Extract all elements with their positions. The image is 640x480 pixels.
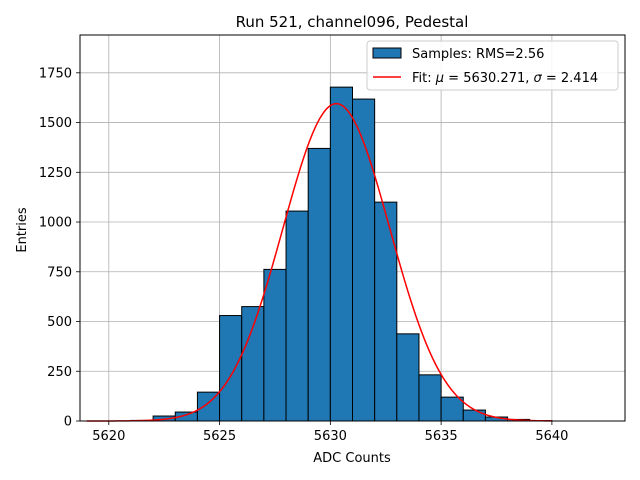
legend-fit-mu-symbol: μ: [435, 71, 444, 86]
histogram-bar: [329, 86, 353, 422]
chart-title: Run 521, channel096, Pedestal: [236, 13, 469, 31]
histogram-bar: [219, 315, 243, 422]
legend: Samples: RMS=2.56 Fit: μ = 5630.271, σ =…: [366, 40, 619, 91]
histogram-bar: [374, 201, 398, 422]
histogram-bar: [396, 333, 420, 422]
histogram-bar: [307, 147, 331, 422]
y-axis-ticks: 0 250 500 750 1000 1250 1500 1750: [39, 66, 80, 430]
legend-fit-sigma-symbol: σ: [534, 71, 543, 86]
fit-curve-group: [86, 102, 552, 422]
legend-histogram-swatch: [372, 47, 402, 59]
x-tick-label: 5635: [425, 429, 458, 444]
legend-fit-sigma-value: = 2.414: [542, 71, 598, 86]
y-tick-label: 750: [47, 265, 72, 280]
histogram-bar: [241, 306, 265, 422]
histogram-bar: [352, 98, 376, 422]
histogram-bar: [462, 409, 486, 422]
y-tick-label: 1750: [39, 66, 72, 81]
x-axis-ticks: 5620 5625 5630 5635 5640: [92, 421, 568, 444]
x-tick-label: 5640: [535, 429, 568, 444]
plot-frame: [79, 34, 626, 422]
x-axis-label: ADC Counts: [313, 451, 391, 466]
histogram-bar: [440, 396, 464, 422]
y-tick-label: 1500: [39, 116, 72, 131]
histogram-bar: [285, 210, 309, 422]
histogram-bar: [418, 374, 442, 422]
y-tick-label: 1250: [39, 166, 72, 181]
y-axis-label: Entries: [15, 207, 30, 253]
x-tick-label: 5625: [203, 429, 236, 444]
y-tick-label: 500: [47, 315, 72, 330]
legend-fit-label: Fit: μ = 5630.271, σ = 2.414: [412, 71, 598, 86]
x-tick-label: 5630: [314, 429, 347, 444]
histogram-bar: [263, 268, 287, 422]
legend-fit-mu-value: = 5630.271,: [444, 71, 533, 86]
y-tick-label: 250: [47, 365, 72, 380]
legend-histogram-label: Samples: RMS=2.56: [412, 47, 544, 62]
y-tick-label: 1000: [39, 216, 72, 231]
legend-fit-prefix: Fit:: [412, 71, 436, 86]
y-tick-label: 0: [64, 415, 72, 430]
legend-box: [366, 40, 619, 91]
x-tick-label: 5620: [92, 429, 125, 444]
fit-curve: [86, 102, 552, 422]
